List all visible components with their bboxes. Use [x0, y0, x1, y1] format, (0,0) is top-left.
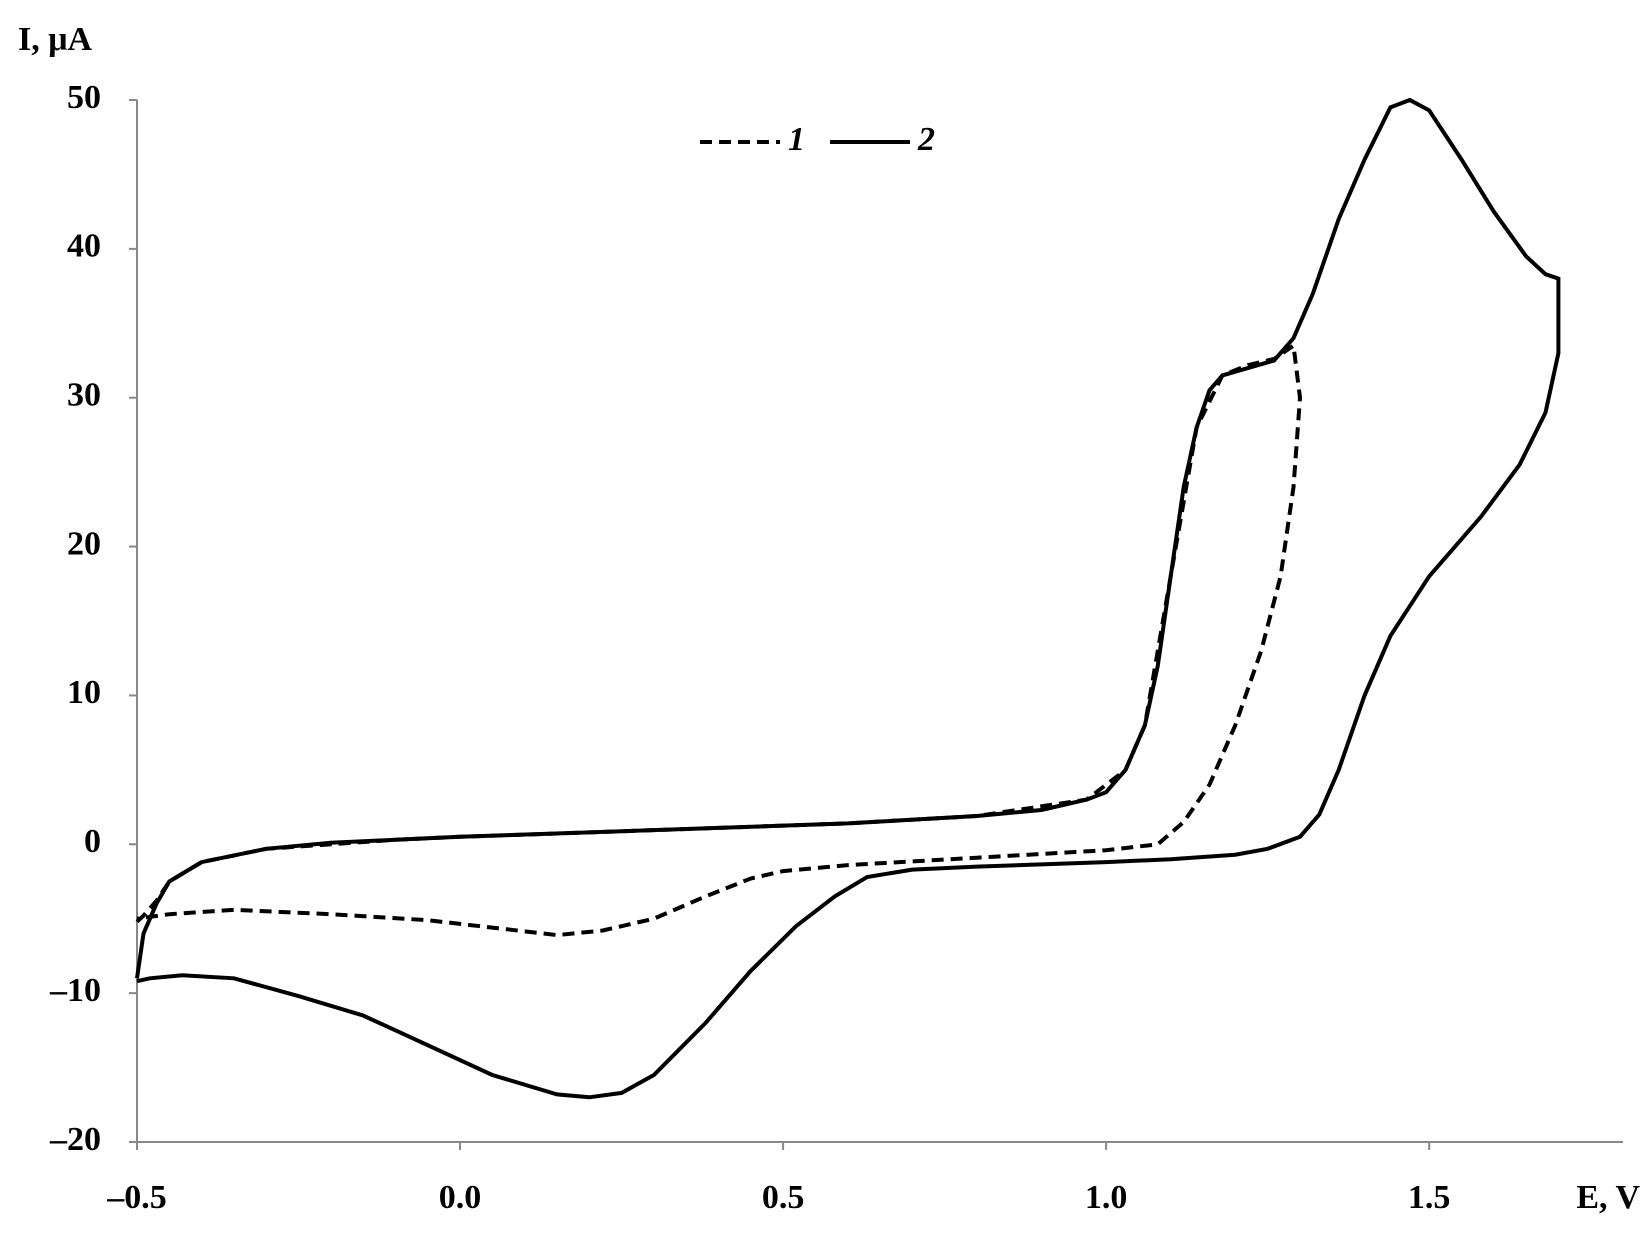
x-tick-label: –0.5	[106, 1179, 167, 1216]
y-tick-label: 40	[67, 228, 101, 265]
y-tick-label: –20	[49, 1121, 101, 1158]
y-axis-label: I, μA	[18, 21, 93, 58]
x-tick-label: 0.5	[762, 1179, 805, 1216]
x-tick-label: 1.5	[1408, 1179, 1451, 1216]
y-tick-label: 50	[67, 79, 101, 116]
y-tick-label: 10	[67, 674, 101, 711]
y-tick-label: 20	[67, 525, 101, 562]
x-tick-label: 0.0	[439, 1179, 482, 1216]
data-line	[135, 342, 1303, 938]
y-tick-label: 30	[67, 377, 101, 414]
legend-label: 2	[917, 121, 935, 158]
y-tick-label: 0	[84, 823, 101, 860]
legend-label: 1	[788, 121, 805, 158]
data-line	[135, 97, 1561, 1100]
x-axis-label: E, V	[1576, 1179, 1640, 1216]
y-tick-label: –10	[49, 972, 101, 1009]
x-tick-label: 1.0	[1085, 1179, 1128, 1216]
